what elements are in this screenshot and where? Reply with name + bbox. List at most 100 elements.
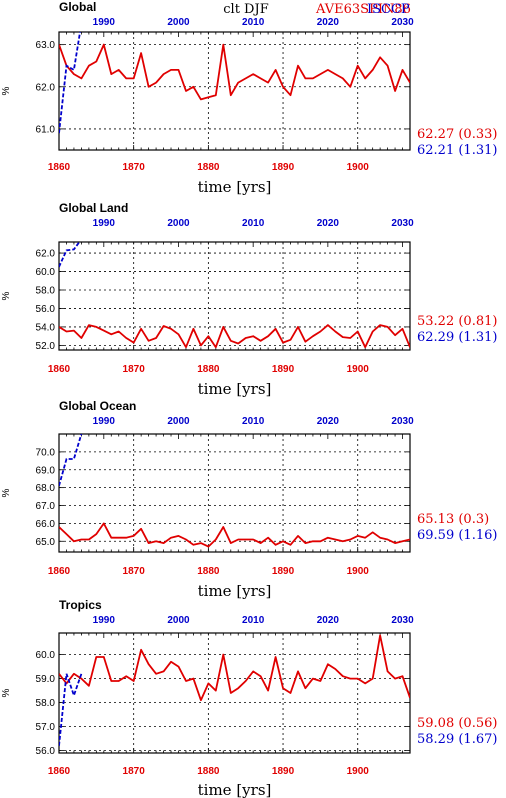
x-top-tick-label: 2020 — [317, 17, 340, 28]
plot-frame — [58, 241, 411, 351]
series-group — [59, 242, 410, 349]
y-tick-label: 65.0 — [36, 537, 56, 548]
plot-frame — [58, 433, 411, 553]
model-name-label: AVE63SPIN86 — [315, 2, 411, 17]
x-top-tick-label: 2020 — [317, 218, 340, 229]
figure-header: clt DJF AVE63SPIN86 ISCCP — [223, 2, 411, 17]
x-top-tick-label: 1990 — [93, 218, 116, 229]
plot-frame — [58, 31, 411, 151]
series-line-obs — [59, 434, 83, 487]
series-group — [59, 32, 410, 134]
panel-title: Tropics — [59, 598, 102, 612]
series-line-model — [59, 324, 410, 349]
y-tick-label: 54.0 — [36, 322, 56, 333]
model-stat-label: 62.27 (0.33) — [417, 127, 497, 142]
panel-4: Tropics 1860 1870 1880 1890 1900 1990 2000 2010 2… — [1, 598, 497, 798]
x-top-tick-label: 1990 — [93, 615, 116, 626]
x-tick-label: 1900 — [347, 364, 370, 375]
y-tick-label: 52.0 — [36, 341, 56, 352]
x-axis-label: time [yrs] — [198, 178, 272, 196]
x-top-tick-label: 2030 — [391, 218, 414, 229]
y-tick-label: 67.0 — [36, 501, 56, 512]
x-top-tick-label: 2000 — [167, 416, 190, 427]
x-top-tick-label: 2000 — [167, 615, 190, 626]
y-tick-label: 56.0 — [36, 304, 56, 315]
x-axis-label: time [yrs] — [198, 380, 272, 398]
x-axis-label: time [yrs] — [198, 582, 272, 600]
y-tick-label: 63.0 — [36, 40, 56, 51]
x-top-tick-label: 2030 — [391, 615, 414, 626]
x-top-tick-label: 2010 — [242, 615, 265, 626]
panel-3: Global Ocean 1860 1870 1880 1890 1900 1990 2000… — [1, 399, 497, 600]
x-tick-label: 1870 — [123, 162, 146, 173]
model-stat-label: 65.13 (0.3) — [417, 512, 489, 527]
x-top-tick-label: 2000 — [167, 17, 190, 28]
x-tick-label: 1890 — [272, 766, 295, 777]
y-tick-label: 69.0 — [36, 465, 56, 476]
panel-title: Global Land — [59, 201, 128, 215]
x-tick-label: 1870 — [123, 566, 146, 577]
x-axis-label: time [yrs] — [198, 781, 272, 798]
x-tick-label: 1860 — [48, 364, 71, 375]
x-top-tick-label: 2010 — [242, 17, 265, 28]
model-stat-label: 59.08 (0.56) — [417, 716, 497, 731]
panel-2: Global Land 1860 1870 1880 1890 1900 1990 2000 2… — [1, 201, 497, 398]
x-tick-label: 1880 — [197, 364, 220, 375]
variable-season-label: clt DJF — [223, 2, 268, 17]
plot-frame — [58, 632, 411, 754]
x-tick-label: 1880 — [197, 162, 220, 173]
x-tick-label: 1880 — [197, 566, 220, 577]
x-top-tick-label: 2020 — [317, 416, 340, 427]
y-tick-label: 60.0 — [36, 267, 56, 278]
y-tick-label: 62.0 — [36, 249, 56, 260]
obs-stat-label: 62.21 (1.31) — [417, 143, 497, 158]
x-top-tick-label: 2030 — [391, 416, 414, 427]
series-line-obs — [59, 32, 81, 134]
x-top-tick-label: 2030 — [391, 17, 414, 28]
obs-stat-label: 62.29 (1.31) — [417, 330, 497, 345]
y-axis-label: % — [1, 688, 12, 697]
panel-title: Global — [59, 0, 96, 14]
y-axis-label: % — [1, 291, 12, 300]
model-stat-label: 53.22 (0.81) — [417, 314, 497, 329]
y-axis-label: % — [1, 488, 12, 497]
obs-name-label: ISCCP — [367, 2, 410, 17]
y-tick-label: 58.0 — [36, 698, 56, 709]
obs-stat-label: 69.59 (1.16) — [417, 528, 497, 543]
series-line-model — [59, 43, 410, 101]
x-tick-label: 1900 — [347, 566, 370, 577]
x-tick-label: 1860 — [48, 766, 71, 777]
x-tick-label: 1870 — [123, 766, 146, 777]
y-tick-label: 68.0 — [36, 483, 56, 494]
series-line-model — [59, 634, 410, 702]
series-group — [59, 634, 410, 746]
y-tick-label: 59.0 — [36, 674, 56, 685]
series-group — [59, 434, 410, 548]
y-tick-label: 62.0 — [36, 82, 56, 93]
panel-1: Global 1860 1870 1880 1890 1900 1990 2000 2010 20… — [1, 0, 497, 196]
x-tick-label: 1890 — [272, 364, 295, 375]
panel-title: Global Ocean — [59, 399, 136, 413]
series-line-obs — [59, 673, 83, 746]
x-tick-label: 1870 — [123, 364, 146, 375]
y-tick-label: 61.0 — [36, 124, 56, 135]
series-line-model — [59, 522, 410, 548]
x-tick-label: 1890 — [272, 162, 295, 173]
y-axis-label: % — [1, 86, 12, 95]
x-tick-label: 1880 — [197, 766, 220, 777]
y-tick-label: 58.0 — [36, 286, 56, 297]
x-top-tick-label: 2000 — [167, 218, 190, 229]
x-tick-label: 1890 — [272, 566, 295, 577]
x-top-tick-label: 2010 — [242, 218, 265, 229]
series-line-obs — [59, 242, 81, 268]
y-tick-label: 70.0 — [36, 447, 56, 458]
y-tick-label: 60.0 — [36, 650, 56, 661]
x-tick-label: 1900 — [347, 162, 370, 173]
x-top-tick-label: 1990 — [93, 416, 116, 427]
y-tick-label: 56.0 — [36, 746, 56, 757]
x-top-tick-label: 1990 — [93, 17, 116, 28]
x-tick-label: 1860 — [48, 162, 71, 173]
x-tick-label: 1900 — [347, 766, 370, 777]
